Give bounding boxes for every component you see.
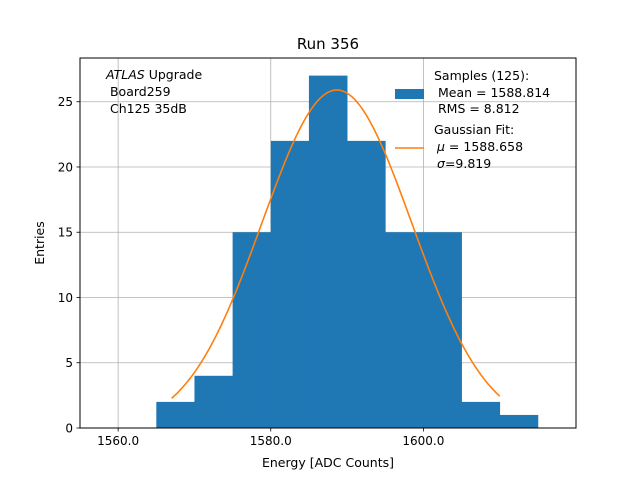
x-tick-label: 1600.0 <box>402 434 444 448</box>
x-tick-label: 1560.0 <box>97 434 139 448</box>
legend-fit-label: Gaussian Fit: <box>434 122 514 137</box>
histogram-bar <box>232 232 272 428</box>
annotation-atlas: ATLAS <box>105 67 145 82</box>
gaussian-fit-layer <box>171 89 501 399</box>
y-axis-ticks: 0 5 10 15 20 25 <box>58 95 80 435</box>
x-axis-label: Energy [ADC Counts] <box>262 455 394 470</box>
y-tick-label: 25 <box>58 95 73 109</box>
annotation-board: Board259 <box>106 84 171 99</box>
histogram-bar <box>423 232 462 428</box>
legend-samples-swatch <box>395 89 424 99</box>
y-axis-label: Entries <box>32 221 47 265</box>
legend-fit-sigma: σ=9.819 <box>437 156 491 171</box>
histogram-bar <box>385 232 424 428</box>
legend-samples-mean: Mean = 1588.814 <box>434 85 550 100</box>
histogram-bar <box>499 414 539 428</box>
legend-sigma-symbol: σ <box>437 156 446 171</box>
gaussian-fit-curve <box>171 89 501 399</box>
x-tick-label: 1580.0 <box>250 434 292 448</box>
annotation-line-1: ATLAS Upgrade <box>105 67 202 82</box>
x-axis-ticks: 1560.0 1580.0 1600.0 <box>97 428 444 448</box>
histogram-bar <box>270 140 310 428</box>
legend-sigma-value: =9.819 <box>445 156 491 171</box>
chart-title: Run 356 <box>297 35 359 53</box>
y-tick-label: 15 <box>58 226 73 240</box>
histogram-bar <box>194 375 234 428</box>
legend-mu-value: = 1588.658 <box>445 139 523 154</box>
histogram-bar <box>347 140 386 428</box>
legend-mu-symbol: μ <box>436 139 445 154</box>
y-tick-label: 0 <box>65 421 73 435</box>
y-tick-label: 10 <box>58 291 73 305</box>
histogram-bar <box>156 401 195 428</box>
histogram-bar <box>308 75 348 428</box>
histogram-bars <box>156 75 539 428</box>
annotation-upgrade: Upgrade <box>145 67 203 82</box>
y-tick-label: 20 <box>58 160 73 174</box>
plot-frame <box>79 57 577 429</box>
legend-fit-mu: μ = 1588.658 <box>436 139 523 154</box>
annotation-channel: Ch125 35dB <box>106 101 187 116</box>
atlas-annotation: ATLAS Upgrade Board259 Ch125 35dB <box>105 67 202 116</box>
legend-samples-rms: RMS = 8.812 <box>434 101 520 116</box>
histogram-bar <box>461 401 501 428</box>
legend: Samples (125): Mean = 1588.814 RMS = 8.8… <box>395 68 550 171</box>
y-tick-label: 5 <box>65 356 73 370</box>
legend-samples-label: Samples (125): <box>434 68 529 83</box>
